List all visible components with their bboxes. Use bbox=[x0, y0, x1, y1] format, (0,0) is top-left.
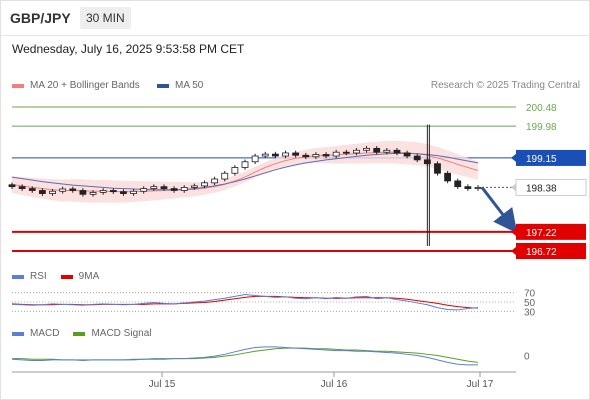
legend-rsi-label: RSI bbox=[30, 271, 47, 282]
candle-body bbox=[28, 188, 36, 191]
macd-signal-swatch bbox=[73, 331, 86, 336]
legend-macd: MACD MACD Signal bbox=[12, 328, 151, 339]
rsi-line bbox=[11, 294, 479, 311]
currency-pair-title: GBP/JPY bbox=[10, 10, 71, 26]
candle-body bbox=[282, 152, 289, 157]
candle-body bbox=[170, 188, 178, 191]
legend-rsi: RSI 9MA bbox=[12, 271, 99, 282]
candle-body bbox=[444, 172, 452, 182]
candle-body bbox=[59, 188, 67, 192]
candle-body bbox=[292, 152, 300, 156]
candle-body bbox=[363, 147, 370, 151]
candle-body bbox=[454, 180, 462, 188]
candle-body bbox=[89, 192, 97, 195]
rsi-swatch bbox=[12, 274, 24, 279]
candle-body bbox=[251, 155, 259, 163]
candle-body bbox=[403, 152, 411, 157]
level-label-199.98: 199.98 bbox=[526, 122, 557, 133]
candle-body bbox=[342, 151, 350, 154]
candle-body bbox=[241, 161, 249, 168]
rsi-tick-70: 70 bbox=[524, 289, 536, 300]
candle-body bbox=[261, 153, 269, 157]
research-credit: Research © 2025 Trading Central bbox=[430, 80, 580, 91]
datetime-label: Wednesday, July 16, 2025 9:53:58 PM CET bbox=[12, 42, 245, 56]
candle-body bbox=[434, 163, 441, 174]
ma50-swatch bbox=[157, 83, 169, 88]
candle-body bbox=[150, 186, 158, 189]
candle-body bbox=[160, 186, 168, 189]
legend-ma50-label: MA 50 bbox=[175, 80, 204, 91]
legend-macd-label: MACD bbox=[30, 328, 60, 339]
macd-panel: 0 bbox=[11, 346, 530, 366]
candle-body bbox=[353, 149, 360, 154]
candle-body bbox=[130, 190, 137, 194]
level-tag-197.22 bbox=[516, 223, 586, 240]
candle-body bbox=[332, 151, 340, 157]
candle-body bbox=[38, 190, 46, 194]
candle-body bbox=[211, 178, 219, 184]
legend-ma20-label: MA 20 + Bollinger Bands bbox=[30, 80, 140, 91]
candle-body bbox=[393, 149, 401, 154]
candle-body bbox=[383, 149, 391, 153]
last-price-label: 198.38 bbox=[526, 183, 557, 194]
rsi-tick-50: 50 bbox=[524, 298, 536, 309]
level-tag-196.72 bbox=[516, 243, 586, 259]
candle-body bbox=[302, 154, 310, 158]
rsi-tick-30: 30 bbox=[524, 307, 536, 318]
candle-body bbox=[474, 187, 482, 189]
price-plot bbox=[8, 124, 518, 247]
legend-macd-signal-label: MACD Signal bbox=[91, 328, 152, 339]
level-label-196.72: 196.72 bbox=[526, 247, 557, 258]
candle-body bbox=[322, 154, 330, 157]
last-price-pointer bbox=[511, 183, 516, 192]
x-tick-label: Jul 15 bbox=[149, 379, 176, 390]
macd-tick-0: 0 bbox=[524, 352, 530, 363]
legend-ma20: MA 20 + Bollinger Bands bbox=[12, 80, 140, 91]
timeframe-badge[interactable]: 30 MIN bbox=[80, 7, 131, 29]
level-label-200.48: 200.48 bbox=[526, 103, 557, 114]
candle-body bbox=[8, 184, 16, 188]
candle-body bbox=[271, 153, 279, 157]
candle-body bbox=[312, 154, 320, 158]
level-tag-199.15 bbox=[516, 149, 586, 166]
level-pointer-197.22 bbox=[511, 227, 516, 236]
x-tick-label: Jul 16 bbox=[321, 379, 348, 390]
legend-rsi-ma-label: 9MA bbox=[78, 271, 100, 282]
legend-ma50: MA 50 bbox=[157, 80, 203, 91]
candle-body bbox=[231, 167, 239, 174]
candle-body bbox=[120, 191, 127, 194]
macd-line bbox=[11, 346, 478, 366]
candle-body bbox=[49, 190, 56, 194]
candle-body bbox=[373, 147, 381, 153]
macd-swatch bbox=[12, 331, 24, 336]
candle-body bbox=[201, 182, 208, 187]
candle-body bbox=[99, 190, 107, 193]
candle-body bbox=[18, 186, 26, 189]
level-pointer-199.15 bbox=[511, 153, 516, 162]
candle-body bbox=[140, 188, 148, 192]
candle-body bbox=[221, 172, 229, 180]
candle-body bbox=[190, 185, 198, 188]
price-levels bbox=[12, 106, 586, 252]
candle-body bbox=[79, 190, 87, 195]
chart-header: GBP/JPY 30 MIN bbox=[0, 0, 590, 36]
x-axis: Jul 15 Jul 16 Jul 17 bbox=[12, 371, 516, 390]
level-label-197.22: 197.22 bbox=[526, 228, 557, 239]
level-pointer-196.72 bbox=[511, 247, 516, 255]
x-tick-label: Jul 17 bbox=[467, 379, 494, 390]
rsi-ma-swatch bbox=[60, 274, 73, 279]
ma20-swatch bbox=[12, 83, 24, 88]
header-divider bbox=[0, 35, 590, 36]
candle-body bbox=[180, 187, 188, 191]
candle-body bbox=[464, 186, 472, 189]
projection-arrow bbox=[480, 186, 518, 234]
level-label-199.15: 199.15 bbox=[526, 154, 557, 165]
level-labels: 200.48 199.98 199.15 198.38 197.22 196.72 bbox=[511, 103, 587, 259]
candle-body bbox=[109, 190, 117, 193]
candle-body bbox=[413, 155, 421, 161]
candle-body bbox=[69, 188, 77, 191]
